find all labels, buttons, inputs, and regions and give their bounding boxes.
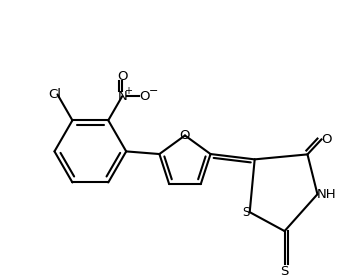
Text: −: − — [149, 86, 158, 96]
Text: O: O — [139, 90, 149, 103]
Text: S: S — [242, 206, 250, 219]
Text: N: N — [117, 90, 127, 103]
Text: Cl: Cl — [48, 88, 61, 101]
Text: +: + — [124, 86, 132, 96]
Text: O: O — [180, 129, 190, 142]
Text: O: O — [321, 133, 332, 146]
Text: NH: NH — [316, 188, 336, 201]
Text: O: O — [117, 70, 127, 83]
Text: S: S — [281, 265, 289, 278]
